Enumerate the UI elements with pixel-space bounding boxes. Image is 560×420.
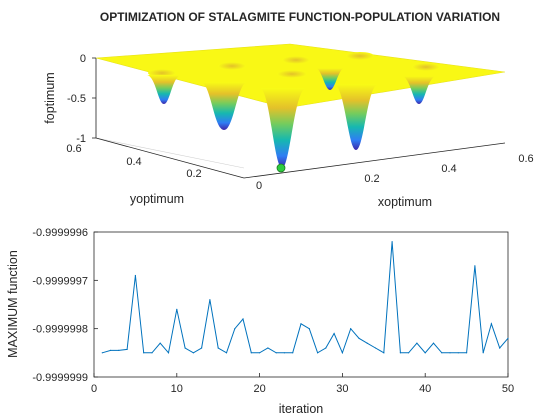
surface-well bbox=[316, 68, 344, 90]
data-point bbox=[308, 328, 310, 330]
data-point bbox=[358, 337, 360, 339]
data-point bbox=[482, 352, 484, 354]
data-point bbox=[441, 352, 443, 354]
line-x-tick-label: 50 bbox=[502, 383, 514, 395]
data-point bbox=[416, 342, 418, 344]
data-point bbox=[110, 349, 112, 351]
x-tick-label: 0.6 bbox=[518, 153, 533, 165]
data-point bbox=[167, 352, 170, 354]
data-point bbox=[466, 352, 468, 354]
y-axis-label: yoptimum bbox=[130, 192, 184, 206]
data-point bbox=[350, 328, 352, 330]
z-axis-label: foptimum bbox=[43, 72, 57, 123]
data-point bbox=[126, 348, 128, 350]
data-point bbox=[374, 347, 377, 349]
data-point bbox=[101, 352, 103, 354]
data-point bbox=[449, 352, 451, 354]
series-line bbox=[102, 241, 509, 355]
surface-well bbox=[201, 82, 247, 130]
data-point bbox=[225, 352, 228, 354]
surface-dimple bbox=[412, 63, 440, 71]
y-tick-label: 0.4 bbox=[126, 156, 141, 168]
data-point bbox=[325, 347, 327, 349]
data-point bbox=[292, 352, 294, 354]
line-x-tick-label: 30 bbox=[336, 383, 348, 395]
line-y-tick-label: -0.9999998 bbox=[32, 324, 88, 336]
data-point bbox=[499, 347, 501, 349]
data-point bbox=[192, 352, 194, 354]
line-plot: 0 10 20 30 40 50 -0.9999996 -0.9999997 -0.999999… bbox=[6, 227, 514, 416]
line-y-axis-label: MAXIMUM function bbox=[6, 250, 20, 358]
surface-well bbox=[402, 76, 436, 104]
data-point bbox=[432, 342, 435, 344]
data-point bbox=[184, 347, 186, 349]
z-tick-label: 0 bbox=[80, 53, 86, 65]
data-point bbox=[143, 352, 145, 354]
data-point bbox=[201, 347, 203, 349]
data-point bbox=[118, 349, 120, 351]
data-point bbox=[507, 337, 509, 339]
surface-dimple bbox=[277, 70, 307, 78]
data-point bbox=[151, 352, 153, 354]
data-point bbox=[383, 352, 385, 354]
plot-frame bbox=[93, 231, 509, 378]
data-point bbox=[408, 352, 410, 354]
line-y-tick-label: -0.9999999 bbox=[32, 372, 88, 384]
y-tick-label: 0.6 bbox=[66, 143, 81, 155]
surface-dimple bbox=[218, 62, 246, 70]
data-point bbox=[209, 299, 211, 301]
data-point bbox=[259, 352, 261, 354]
data-point bbox=[242, 318, 244, 320]
line-y-tick-label: -0.9999997 bbox=[32, 275, 88, 287]
y-tick-label: 0 bbox=[256, 180, 262, 192]
data-point bbox=[333, 332, 335, 335]
data-point bbox=[267, 347, 269, 349]
x-tick-label: 0.4 bbox=[441, 163, 456, 175]
data-point bbox=[275, 352, 277, 354]
data-point bbox=[176, 308, 178, 310]
series-points bbox=[101, 241, 509, 354]
data-point bbox=[490, 323, 492, 325]
data-point bbox=[474, 265, 476, 267]
data-point bbox=[134, 274, 136, 277]
data-point bbox=[366, 342, 368, 344]
line-x-axis-label: iteration bbox=[279, 402, 324, 416]
x-tick-label: 0.2 bbox=[364, 173, 379, 185]
data-point bbox=[217, 347, 219, 349]
surface-well bbox=[334, 84, 378, 150]
line-axes: 0 10 20 30 40 50 -0.9999996 -0.9999997 -0.999999… bbox=[32, 227, 514, 395]
surface-dimple bbox=[282, 56, 310, 64]
surface-plot: 0 -0.5 -1 foptimum 0.6 0.4 0.2 0 yoptimu… bbox=[43, 43, 534, 209]
data-point bbox=[283, 352, 285, 354]
y-tick-label: 0.2 bbox=[186, 168, 201, 180]
surface-title: OPTIMIZATION OF STALAGMITE FUNCTION-POPU… bbox=[100, 10, 500, 24]
line-x-tick-label: 0 bbox=[91, 383, 97, 395]
surface-dimple bbox=[346, 52, 374, 60]
data-point bbox=[300, 323, 302, 325]
data-point bbox=[341, 352, 343, 354]
data-point bbox=[317, 352, 319, 354]
x-axis-label: xoptimum bbox=[378, 195, 432, 209]
z-tick-label: -1 bbox=[76, 133, 86, 145]
line-x-tick-label: 20 bbox=[253, 383, 265, 395]
z-tick-label: -0.5 bbox=[67, 93, 86, 105]
data-point bbox=[457, 352, 459, 354]
surface-well bbox=[147, 75, 181, 104]
data-point bbox=[159, 342, 161, 344]
line-y-tick-label: -0.9999996 bbox=[32, 227, 88, 239]
data-point bbox=[250, 352, 252, 354]
surface-well bbox=[260, 88, 306, 168]
data-point bbox=[391, 241, 393, 243]
data-point bbox=[234, 328, 236, 330]
line-x-tick-label: 10 bbox=[171, 383, 183, 395]
data-point bbox=[399, 352, 401, 354]
line-x-tick-label: 40 bbox=[419, 383, 431, 395]
data-point bbox=[424, 352, 426, 354]
optimum-marker bbox=[276, 163, 286, 173]
